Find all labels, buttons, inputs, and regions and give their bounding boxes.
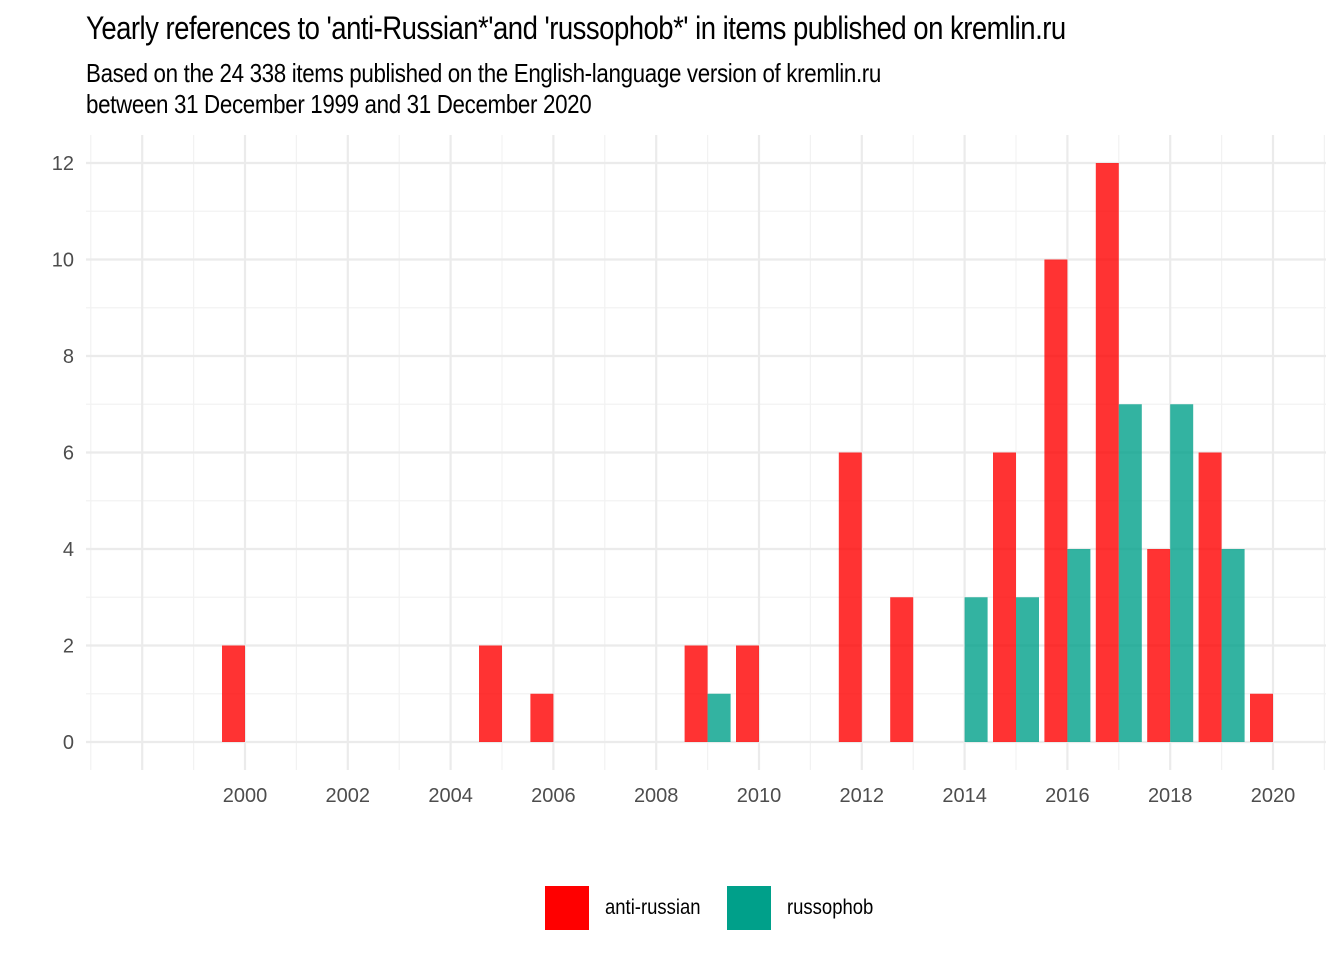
x-tick-label: 2006 (531, 785, 576, 807)
x-tick-label: 2012 (840, 785, 885, 807)
bar-anti-russian-2020 (1250, 693, 1273, 742)
bar-anti-russian-2005 (479, 645, 502, 742)
x-tick-label: 2000 (223, 785, 268, 807)
y-tick-label: 6 (63, 443, 74, 465)
bar-russophob-2014 (964, 597, 988, 742)
legend-label-russophob: russophob (787, 896, 874, 919)
bar-chart: 0 2 4 6 8 10 12 2000 2002 2004 2006 2008 2010 2012 201… (52, 135, 1326, 807)
y-tick-label: 12 (52, 153, 74, 175)
bars (222, 163, 1273, 742)
x-tick-label: 2020 (1251, 785, 1296, 807)
legend: anti-russian russophob (0, 886, 1344, 930)
x-tick-label: 2010 (737, 785, 782, 807)
bar-anti-russian-2018 (1147, 549, 1171, 742)
x-tick-label: 2016 (1045, 785, 1090, 807)
y-tick-label: 2 (63, 636, 74, 658)
chart-subtitle-line-1: Based on the 24 338 items published on t… (86, 58, 882, 88)
y-tick-label: 4 (63, 539, 74, 561)
chart-title: Yearly references to 'anti-Russian*'and … (86, 10, 1066, 46)
legend-key-russophob (727, 886, 771, 930)
bar-anti-russian-2000 (222, 645, 245, 742)
bar-anti-russian-2009 (684, 645, 708, 742)
legend-key-anti-russian (545, 886, 589, 930)
bar-anti-russian-2019 (1198, 452, 1222, 742)
bar-anti-russian-2010 (736, 645, 759, 742)
legend-label-anti-russian: anti-russian (605, 896, 701, 919)
y-tick-label: 0 (63, 732, 74, 754)
bar-anti-russian-2015 (993, 452, 1016, 742)
bar-anti-russian-2006 (530, 693, 554, 742)
bar-anti-russian-2017 (1095, 163, 1119, 742)
bar-russophob-2009 (707, 693, 731, 742)
bar-russophob-2016 (1067, 549, 1091, 742)
x-tick-label: 2008 (634, 785, 679, 807)
y-tick-label: 10 (52, 250, 74, 272)
x-tick-label: 2018 (1148, 785, 1193, 807)
bar-russophob-2018 (1170, 404, 1194, 742)
bar-anti-russian-2013 (890, 597, 914, 742)
bar-russophob-2019 (1221, 549, 1245, 742)
bar-anti-russian-2016 (1044, 259, 1068, 742)
bar-russophob-2015 (1016, 597, 1039, 742)
bar-russophob-2017 (1118, 404, 1142, 742)
x-tick-label: 2014 (942, 785, 987, 807)
x-tick-label: 2004 (428, 785, 473, 807)
bar-anti-russian-2012 (838, 452, 862, 742)
x-tick-label: 2002 (326, 785, 371, 807)
chart-subtitle: Based on the 24 338 items published on t… (86, 58, 881, 120)
y-tick-label: 8 (63, 346, 74, 368)
chart-subtitle-line-2: between 31 December 1999 and 31 December… (86, 89, 592, 119)
tick-labels: 0 2 4 6 8 10 12 2000 2002 2004 2006 2008 2010 2012 201… (52, 153, 1296, 807)
